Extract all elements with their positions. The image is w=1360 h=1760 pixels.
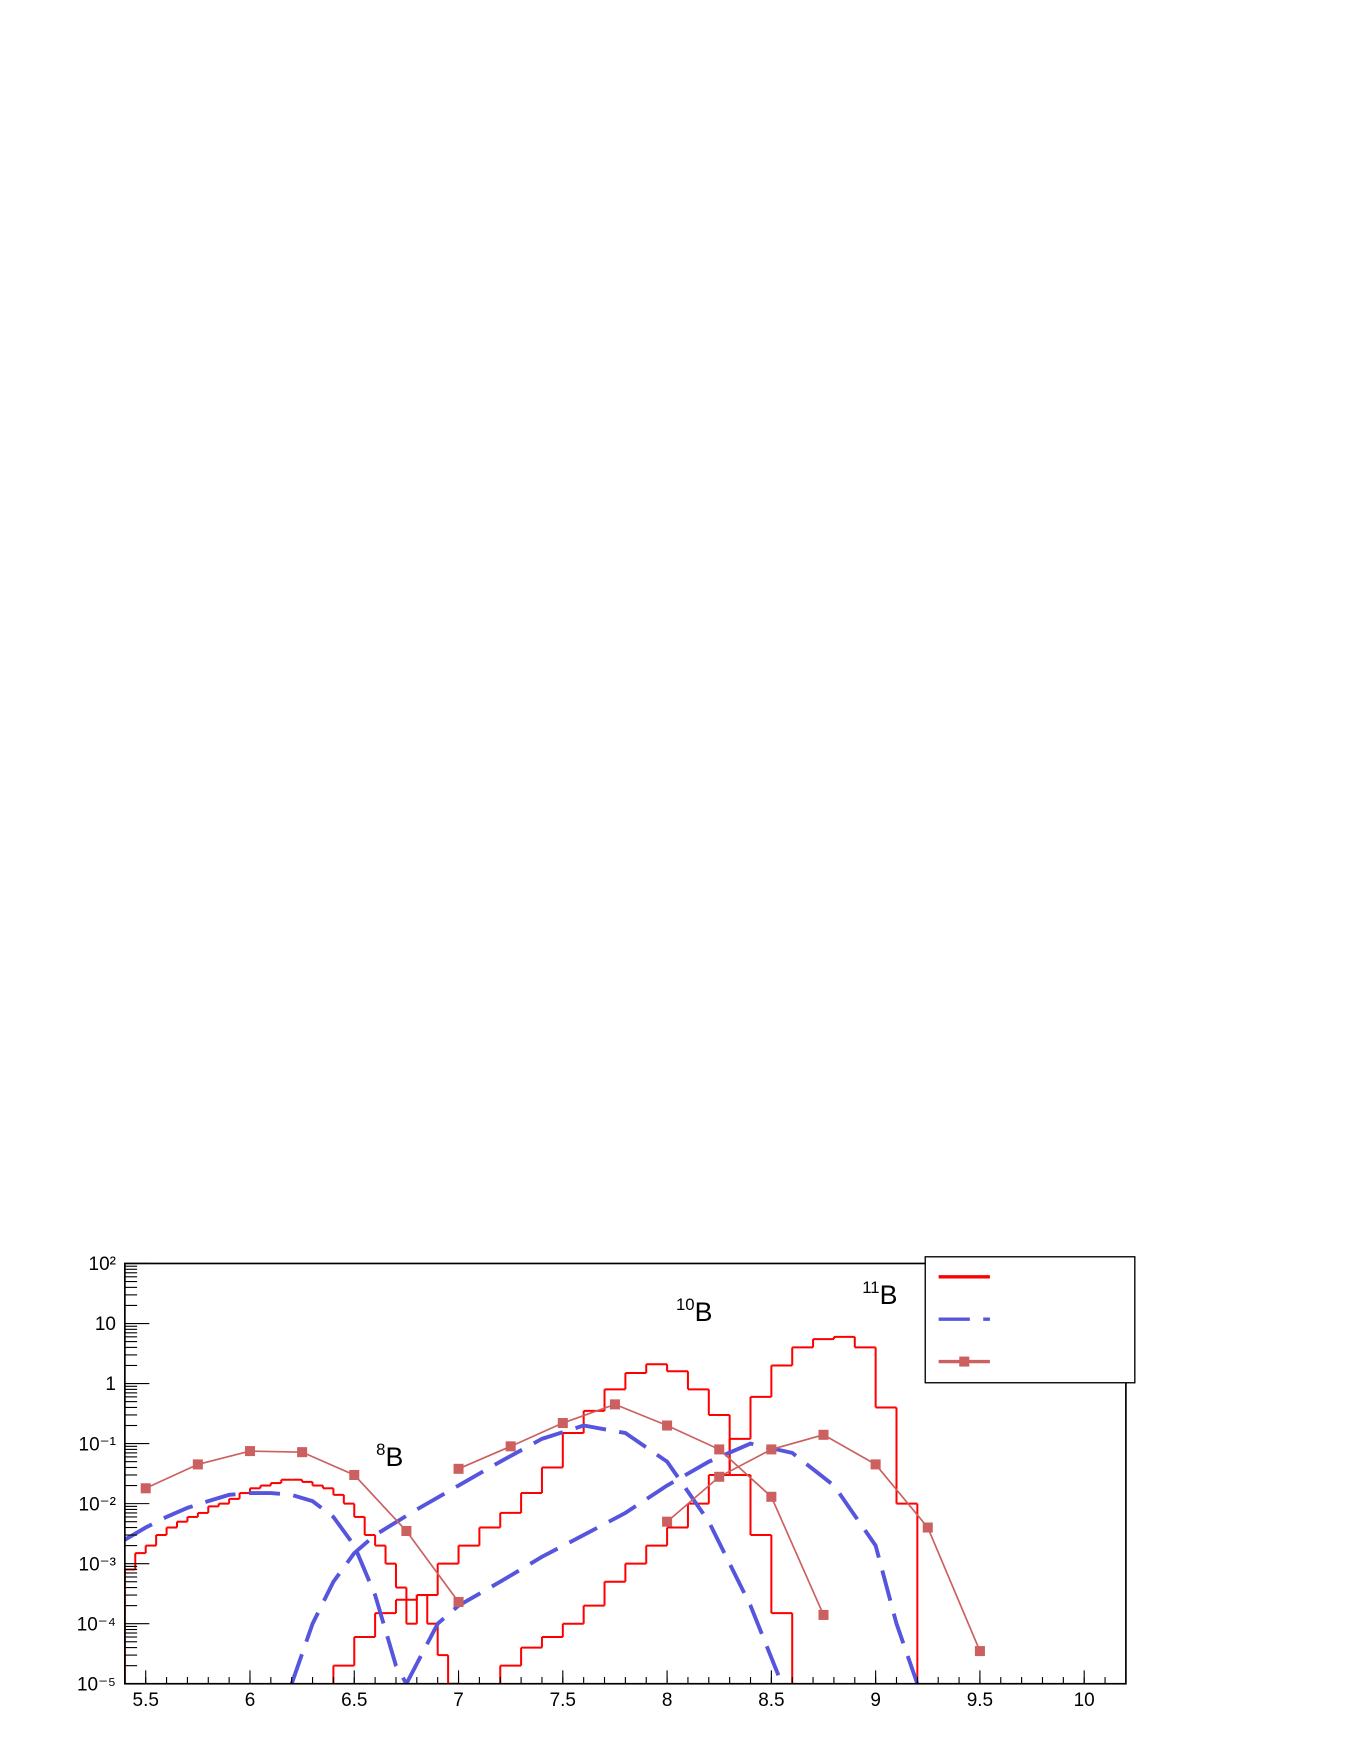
x-tick-label: 9.5	[967, 1690, 993, 1711]
annotation-sup: 11	[862, 1278, 879, 1297]
annotation-sup: 10	[676, 1295, 695, 1314]
x-tick-label: 8	[662, 1690, 673, 1711]
marker	[766, 1491, 777, 1502]
y-tick-label: 10⁻¹	[79, 1434, 116, 1455]
plot-area	[124, 1335, 985, 1684]
marker	[505, 1441, 516, 1452]
marker	[140, 1483, 151, 1494]
marker	[609, 1399, 620, 1410]
y-tick-label: 10⁻⁴	[77, 1614, 116, 1635]
marker	[766, 1444, 777, 1455]
y-tick-label: 10⁻⁵	[77, 1674, 116, 1695]
marker	[401, 1525, 412, 1537]
marker-line	[458, 1403, 825, 1616]
marker	[192, 1459, 203, 1470]
y-tick-label: 10	[95, 1314, 116, 1335]
x-tick-label: 7	[453, 1690, 464, 1711]
x-tick-label: 10	[1074, 1690, 1095, 1711]
x-tick-label: 8.5	[758, 1690, 784, 1711]
x-tick-label: 9	[870, 1690, 881, 1711]
marker	[349, 1469, 360, 1480]
annotation-sup: 8	[376, 1440, 385, 1459]
dashed-curve	[289, 1423, 784, 1684]
y-tick-label: 1	[105, 1374, 116, 1395]
marker	[557, 1418, 568, 1429]
marker	[453, 1463, 464, 1474]
dashed-curve	[124, 1491, 409, 1684]
annotation-text: B	[880, 1280, 898, 1310]
legend-marker	[959, 1356, 970, 1367]
marker	[818, 1429, 829, 1440]
marker	[714, 1444, 725, 1455]
marker	[818, 1609, 829, 1620]
x-tick-label: 5.5	[133, 1690, 159, 1711]
marker	[974, 1646, 985, 1657]
marker	[453, 1596, 464, 1607]
dashed-curve	[404, 1441, 920, 1684]
annotation: 8B	[376, 1440, 403, 1472]
y-tick-label: 10⁻²	[79, 1494, 116, 1515]
annotation-text: B	[695, 1297, 713, 1327]
marker	[662, 1516, 673, 1527]
legend	[924, 1256, 1136, 1384]
marker	[870, 1459, 881, 1470]
marker	[714, 1471, 725, 1482]
marker	[244, 1446, 255, 1457]
x-tick-label: 6	[245, 1690, 256, 1711]
y-tick-label: 10²	[89, 1254, 116, 1275]
axes: 5.5 6 6.5 7 7.5 8 8.5 9 9.5 10 10⁻⁵ 10⁻⁴ 10⁻³ 10⁻² 10⁻…	[77, 1254, 1127, 1711]
y-tick-label: 10⁻³	[79, 1554, 116, 1575]
annotation: 10B	[676, 1295, 712, 1327]
x-tick-label: 6.5	[341, 1690, 367, 1711]
annotation-text: B	[385, 1442, 403, 1472]
annotation: 11B	[862, 1278, 897, 1310]
marker	[662, 1420, 673, 1431]
marker	[922, 1522, 933, 1533]
marker	[297, 1447, 308, 1458]
x-tick-label: 7.5	[550, 1690, 576, 1711]
